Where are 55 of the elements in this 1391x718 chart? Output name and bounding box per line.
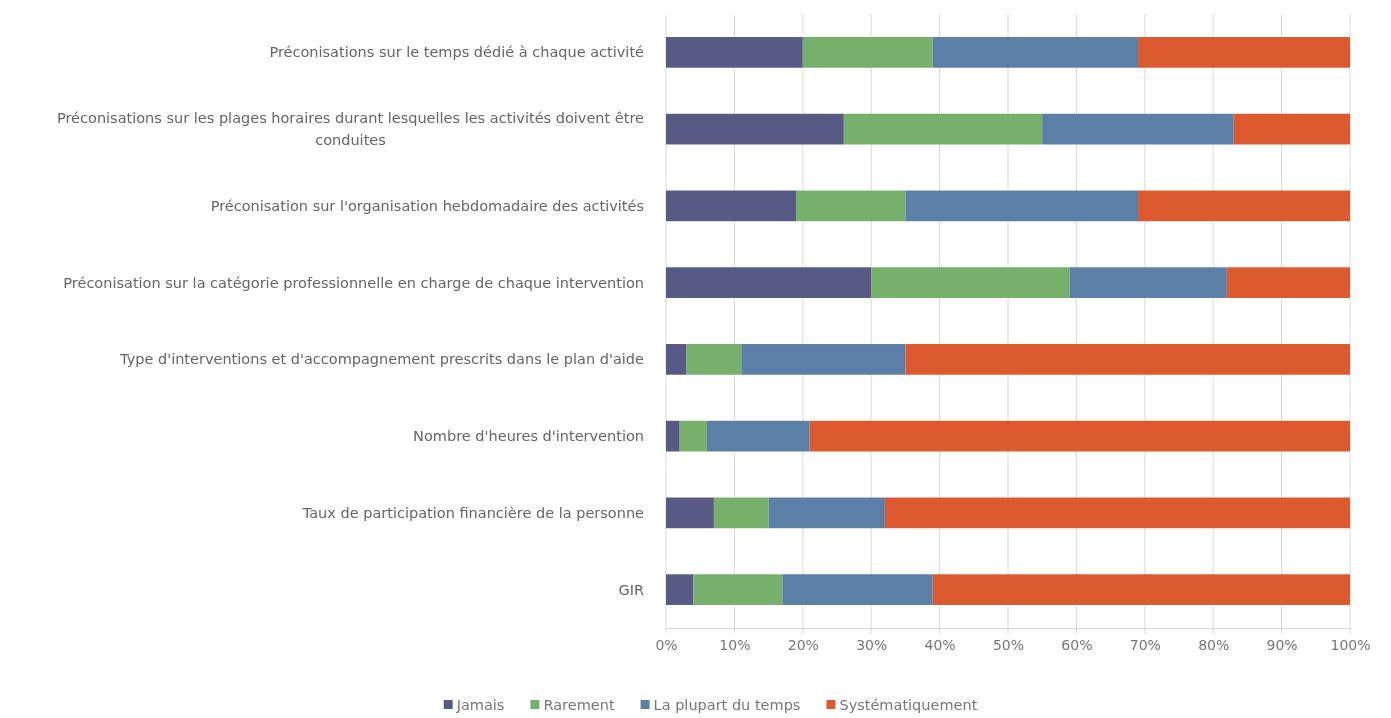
x-tick-label: 90% (1266, 636, 1298, 653)
x-tick-label: 100% (1330, 636, 1371, 653)
x-tick-label: 10% (719, 636, 751, 653)
bar (1137, 190, 1350, 222)
legend-label: La plupart du temps (653, 697, 801, 714)
bar (884, 497, 1350, 529)
x-tick-label: 70% (1129, 636, 1161, 653)
bar (693, 574, 783, 605)
x-tick-label: 50% (992, 636, 1025, 653)
bar (686, 344, 742, 375)
x-tick-label: 20% (787, 636, 819, 653)
bar (932, 574, 1350, 605)
bar (843, 113, 1043, 145)
bar (666, 113, 844, 145)
bar (741, 344, 906, 375)
x-tick-label: 0% (655, 636, 678, 653)
x-tick-label: 30% (856, 636, 888, 653)
bar (809, 420, 1350, 452)
bar (1069, 267, 1227, 298)
bar (666, 574, 694, 605)
bar (768, 497, 885, 529)
bar (782, 574, 933, 605)
bar (666, 497, 714, 529)
y-tick-label: Préconisation sur la catégorie professionnelle en charge de chaque intervention (63, 274, 644, 291)
bar (713, 497, 769, 529)
x-tick-label: 80% (1198, 636, 1230, 653)
bar (795, 190, 906, 222)
bar (707, 420, 810, 452)
y-tick-label: GIR (618, 581, 644, 598)
y-tick-label: Taux de participation financière de la personne (301, 504, 645, 521)
bar (666, 420, 680, 452)
legend-label: Systématiquement (839, 697, 978, 714)
y-tick-label: Préconisations sur le temps dédié à chaque activité (269, 44, 645, 61)
bar (905, 344, 1350, 375)
bar (666, 190, 796, 222)
y-tick-label: Préconisation sur l'organisation hebdomadaire des activités (210, 197, 644, 214)
bar (1233, 113, 1350, 145)
bar (666, 267, 872, 298)
bar (1226, 267, 1350, 298)
bar (905, 190, 1138, 222)
x-tick-label: 40% (924, 636, 956, 653)
bar (1137, 37, 1350, 68)
bar (802, 37, 933, 68)
bar (932, 37, 1138, 68)
bar (666, 37, 803, 68)
y-tick-label: Préconisations sur les plages horaires durant lesquelles les activités doivent être conduites (56, 110, 645, 149)
bar (679, 420, 708, 452)
x-tick-label: 60% (1061, 636, 1093, 653)
bar (1042, 113, 1234, 145)
legend-label: Jamais (455, 697, 505, 714)
bar (871, 267, 1070, 298)
legend-label: Rarement (543, 697, 615, 714)
y-tick-label: Type d'interventions et d'accompagnement prescrits dans le plan d'aide (119, 351, 645, 368)
bar (666, 344, 687, 375)
y-tick-label: Nombre d'heures d'intervention (413, 428, 644, 445)
